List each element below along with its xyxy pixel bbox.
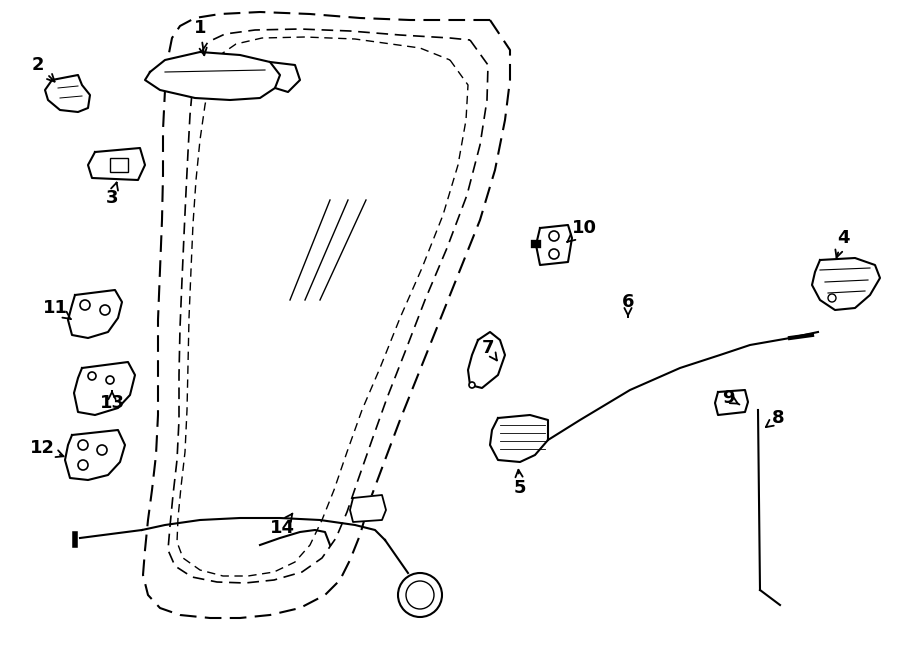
Text: 14: 14 — [269, 514, 294, 537]
Circle shape — [88, 372, 96, 380]
Circle shape — [549, 231, 559, 241]
Circle shape — [549, 249, 559, 259]
Text: 4: 4 — [835, 229, 850, 257]
Polygon shape — [536, 225, 572, 265]
Polygon shape — [812, 258, 880, 310]
Polygon shape — [74, 362, 135, 415]
Text: 1: 1 — [194, 19, 207, 56]
Circle shape — [78, 440, 88, 450]
Polygon shape — [45, 75, 90, 112]
Circle shape — [80, 300, 90, 310]
Circle shape — [100, 305, 110, 315]
Polygon shape — [68, 290, 122, 338]
Polygon shape — [145, 52, 280, 100]
Bar — [110, 158, 128, 172]
Text: 2: 2 — [32, 56, 55, 81]
Circle shape — [106, 376, 114, 384]
Polygon shape — [88, 148, 145, 180]
Text: 5: 5 — [514, 470, 526, 497]
Text: 12: 12 — [30, 439, 64, 457]
Circle shape — [406, 581, 434, 609]
Polygon shape — [350, 495, 386, 522]
Text: 10: 10 — [567, 219, 597, 242]
Text: 13: 13 — [100, 391, 124, 412]
Circle shape — [828, 294, 836, 302]
Polygon shape — [270, 62, 300, 92]
Text: 7: 7 — [482, 339, 497, 360]
Text: 8: 8 — [766, 409, 784, 427]
Polygon shape — [490, 415, 548, 462]
Circle shape — [97, 445, 107, 455]
Text: 3: 3 — [106, 182, 118, 207]
Polygon shape — [65, 430, 125, 480]
Polygon shape — [715, 390, 748, 415]
Circle shape — [78, 460, 88, 470]
Circle shape — [398, 573, 442, 617]
Text: 11: 11 — [42, 299, 71, 319]
Circle shape — [469, 382, 475, 388]
Text: 6: 6 — [622, 293, 634, 317]
Text: 9: 9 — [722, 389, 740, 407]
